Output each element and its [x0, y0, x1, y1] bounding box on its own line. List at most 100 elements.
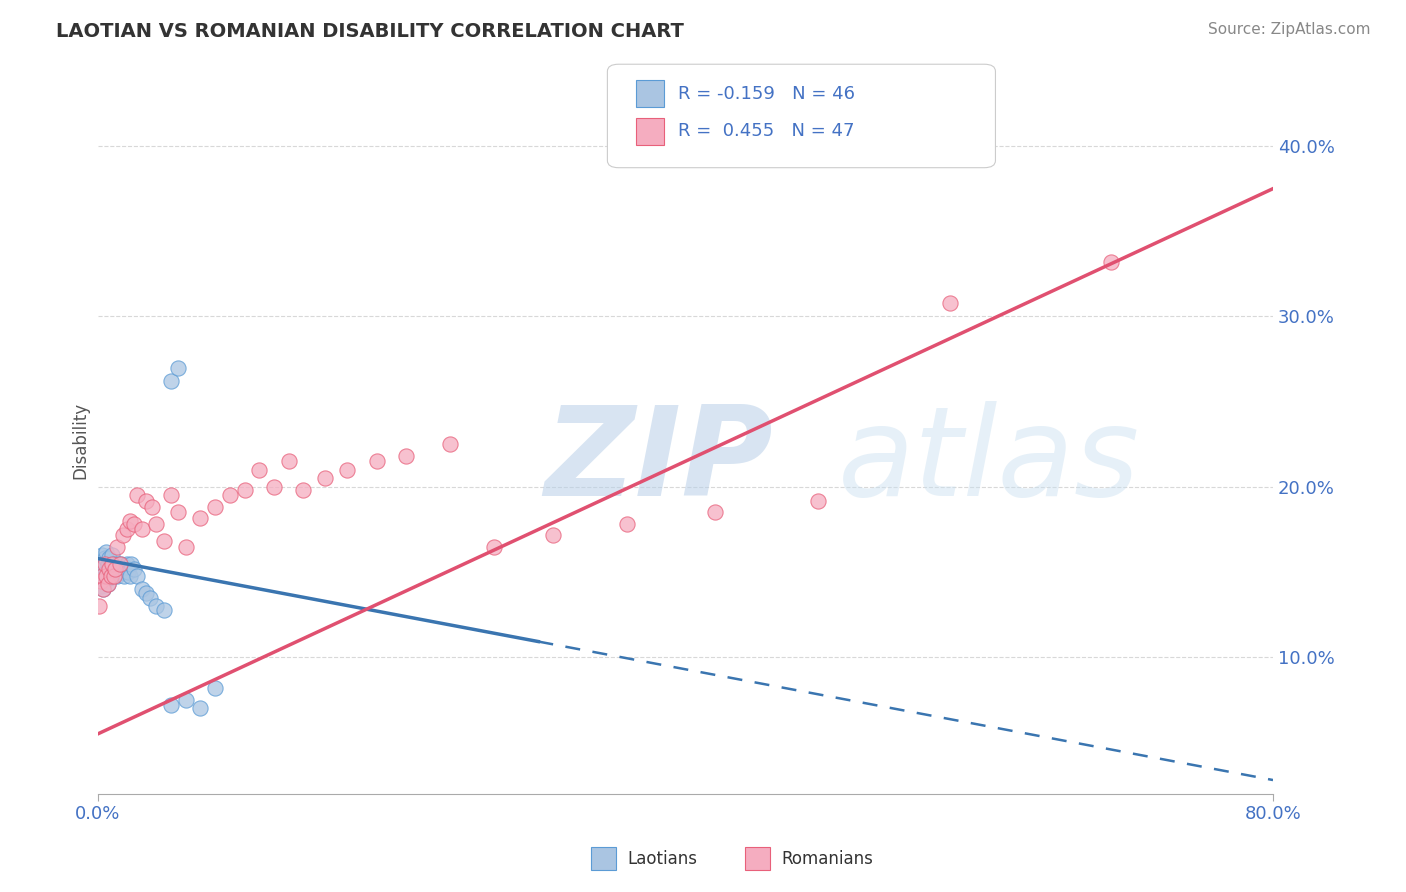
Point — [703, 505, 725, 519]
Point — [111, 527, 134, 541]
Point — [105, 540, 128, 554]
Point — [127, 568, 149, 582]
Point — [167, 505, 190, 519]
Point — [120, 557, 142, 571]
Point — [174, 540, 197, 554]
Point — [135, 493, 157, 508]
Text: Romanians: Romanians — [782, 849, 873, 868]
Point — [103, 568, 125, 582]
Point — [174, 693, 197, 707]
Point — [89, 579, 111, 593]
Point — [939, 295, 962, 310]
Point — [108, 565, 131, 579]
Point — [94, 574, 117, 588]
Point — [131, 523, 153, 537]
Point — [96, 565, 118, 579]
Point — [190, 510, 212, 524]
Text: R = -0.159   N = 46: R = -0.159 N = 46 — [678, 85, 855, 103]
Point — [91, 568, 114, 582]
Point — [96, 568, 118, 582]
Point — [105, 568, 128, 582]
Point — [314, 471, 336, 485]
Point — [204, 681, 226, 695]
Point — [93, 582, 115, 596]
Point — [97, 577, 120, 591]
Point — [124, 517, 146, 532]
Point — [366, 454, 388, 468]
Point — [160, 374, 183, 388]
Text: atlas: atlas — [838, 401, 1140, 522]
Point — [806, 493, 828, 508]
Point — [135, 585, 157, 599]
Point — [118, 514, 141, 528]
Point — [152, 534, 174, 549]
Point — [115, 557, 138, 571]
Point — [204, 500, 226, 515]
Point — [112, 568, 135, 582]
Point — [152, 602, 174, 616]
Point — [141, 500, 163, 515]
Point — [91, 568, 114, 582]
Text: Source: ZipAtlas.com: Source: ZipAtlas.com — [1208, 22, 1371, 37]
Point — [114, 560, 136, 574]
Point — [167, 360, 190, 375]
Point — [94, 551, 117, 566]
Point — [541, 527, 564, 541]
Point — [118, 568, 141, 582]
Point — [1099, 255, 1122, 269]
Point — [96, 544, 118, 558]
Point — [103, 557, 125, 571]
Point — [98, 568, 121, 582]
Point — [124, 562, 146, 576]
Point — [108, 557, 131, 571]
Point — [101, 565, 124, 579]
Point — [484, 540, 506, 554]
Point — [247, 463, 270, 477]
Point — [218, 488, 240, 502]
Point — [336, 463, 359, 477]
Point — [100, 570, 122, 584]
Point — [292, 483, 315, 498]
Point — [139, 591, 162, 605]
Point — [94, 557, 117, 571]
Point — [439, 437, 461, 451]
Point — [117, 565, 139, 579]
Point — [89, 557, 111, 571]
Point — [131, 582, 153, 596]
Point — [127, 488, 149, 502]
Point — [87, 568, 110, 582]
Point — [100, 568, 122, 582]
Point — [97, 577, 120, 591]
Point — [233, 483, 256, 498]
Point — [145, 517, 167, 532]
Point — [145, 599, 167, 614]
Text: LAOTIAN VS ROMANIAN DISABILITY CORRELATION CHART: LAOTIAN VS ROMANIAN DISABILITY CORRELATI… — [56, 22, 685, 41]
Point — [107, 557, 129, 571]
Point — [111, 565, 134, 579]
Point — [93, 560, 115, 574]
Text: R =  0.455   N = 47: R = 0.455 N = 47 — [678, 122, 855, 140]
Point — [160, 488, 183, 502]
Point — [190, 701, 212, 715]
Point — [101, 548, 124, 562]
Point — [277, 454, 299, 468]
Point — [93, 582, 115, 596]
Point — [98, 562, 121, 576]
Point — [103, 568, 125, 582]
Text: ZIP: ZIP — [544, 401, 773, 522]
Point — [91, 548, 114, 562]
Y-axis label: Disability: Disability — [72, 401, 89, 479]
Point — [263, 480, 285, 494]
Point — [395, 449, 418, 463]
Point — [87, 599, 110, 614]
Point — [98, 551, 121, 566]
Point — [101, 557, 124, 571]
Point — [89, 574, 111, 588]
Point — [110, 557, 132, 571]
Point — [160, 698, 183, 712]
Text: Laotians: Laotians — [627, 849, 697, 868]
Point — [100, 560, 122, 574]
Point — [115, 523, 138, 537]
Point — [104, 560, 127, 574]
Point — [104, 562, 127, 576]
